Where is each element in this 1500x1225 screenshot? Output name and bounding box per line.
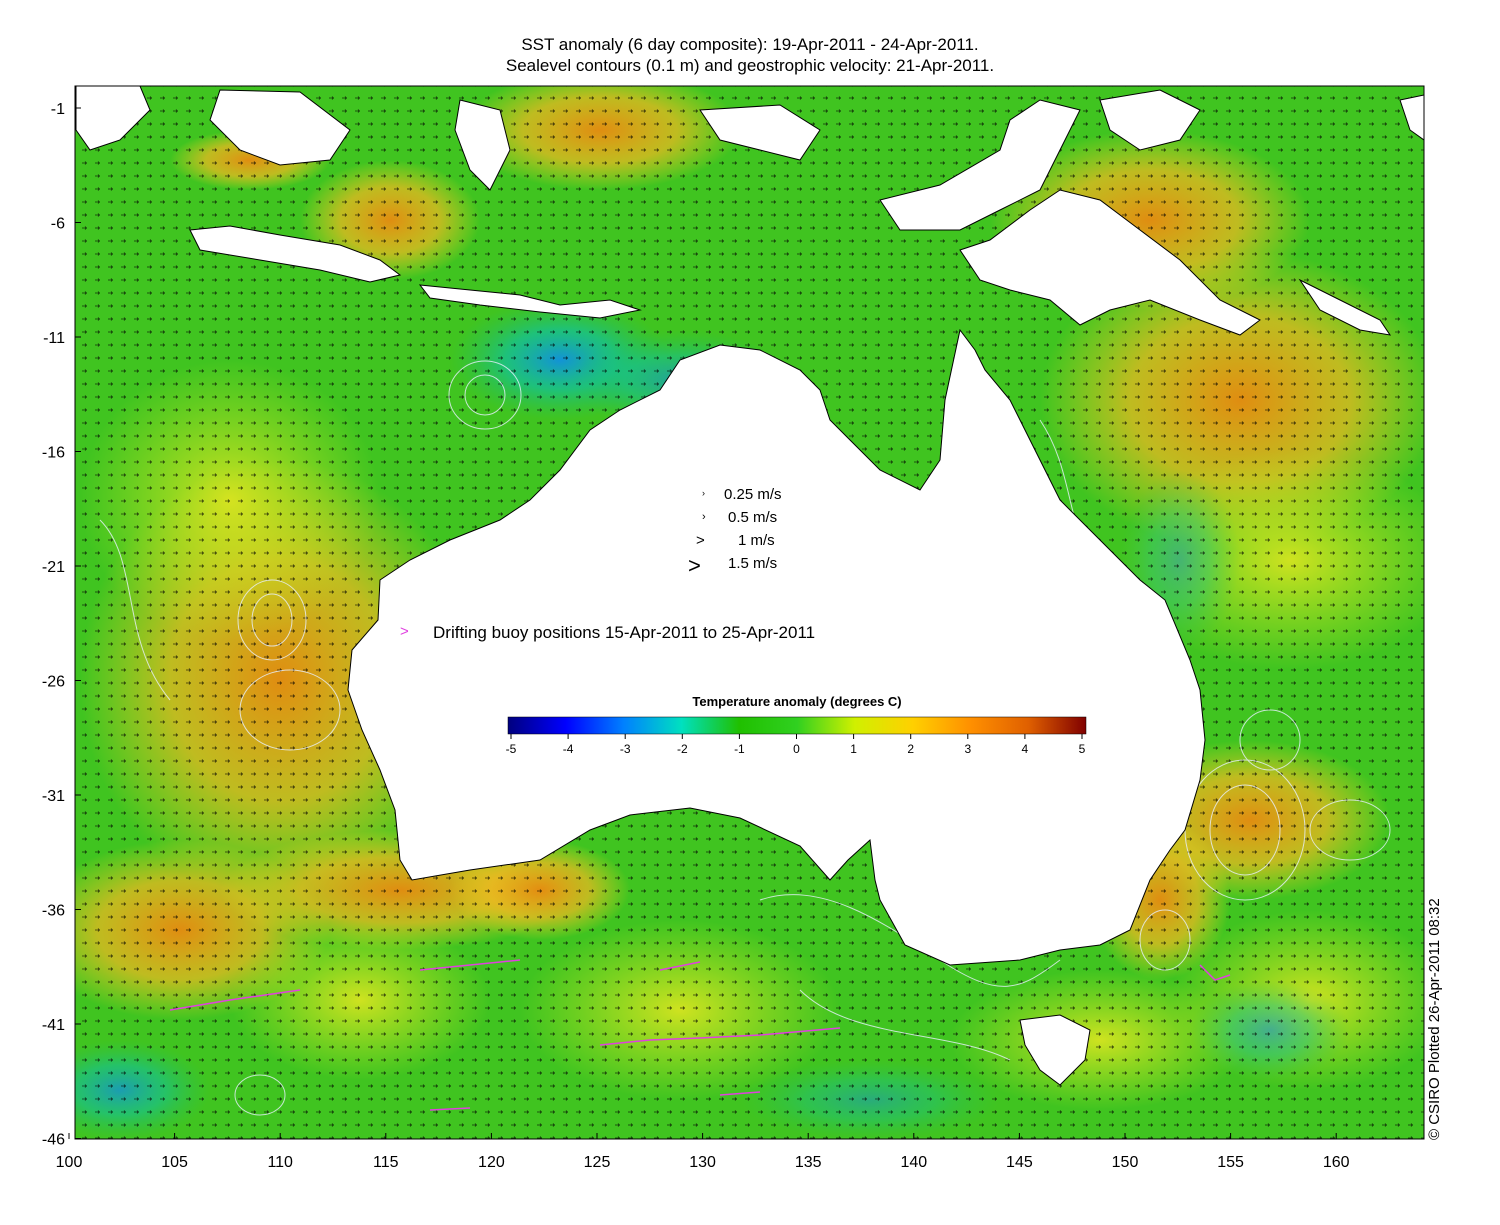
colorbar-tick-label: -5	[506, 742, 517, 756]
y-tick-label: -6	[51, 216, 65, 233]
y-tick-label: -46	[42, 1132, 65, 1149]
y-tick-label: -26	[42, 674, 65, 691]
x-axis: 100 105 110 115 120 125 130 135 140 145 150 155 160	[56, 1133, 1350, 1171]
x-tick-label: 150	[1112, 1154, 1139, 1171]
y-tick-label: -11	[43, 330, 65, 347]
y-tick-label: -36	[42, 903, 65, 920]
y-tick-label: -31	[42, 788, 65, 805]
colorbar-tick-label: -3	[620, 742, 631, 756]
sealevel-contours	[99, 360, 1391, 1116]
velocity-legend-label-2: 0.5 m/s	[728, 509, 778, 526]
tasmania-land	[1019, 1014, 1091, 1086]
title-line-2: Sealevel contours (0.1 m) and geostrophi…	[505, 56, 995, 75]
colorbar-tick-label: -4	[563, 742, 574, 756]
title-line-1: SST anomaly (6 day composite): 19-Apr-20…	[521, 35, 979, 54]
velocity-legend-label-4: 1.5 m/s	[728, 555, 778, 572]
colorbar-tick-label: 4	[1022, 742, 1029, 756]
y-tick-label: -41	[42, 1017, 65, 1034]
x-tick-label: 120	[478, 1154, 505, 1171]
velocity-legend-symbol-4: >	[688, 553, 701, 578]
x-tick-label: 130	[689, 1154, 716, 1171]
x-tick-label: 105	[161, 1154, 188, 1171]
x-tick-label: 125	[584, 1154, 611, 1171]
new-guinea-land	[959, 189, 1261, 336]
x-tick-label: 135	[795, 1154, 822, 1171]
landmasses	[75, 86, 1424, 1086]
colorbar	[507, 716, 1087, 735]
buoy-legend-label: Drifting buoy positions 15-Apr-2011 to 2…	[433, 623, 816, 642]
plot-frame	[74, 85, 1425, 1140]
x-tick-label: 160	[1323, 1154, 1350, 1171]
colorbar-ticks: -5 -4 -3 -2 -1 0 1 2 3 4 5	[506, 734, 1086, 756]
colorbar-tick-label: 1	[850, 742, 857, 756]
colorbar-title: Temperature anomaly (degrees C)	[692, 694, 902, 709]
buoy-tracks	[169, 959, 1231, 1111]
y-tick-label: -21	[42, 559, 65, 576]
buoy-legend-symbol: >	[400, 623, 409, 640]
java-land	[189, 225, 402, 283]
x-tick-label: 145	[1006, 1154, 1033, 1171]
velocity-legend-symbol-1: ›	[702, 488, 705, 498]
x-tick-label: 115	[373, 1154, 399, 1171]
plot-area	[75, 86, 1424, 1139]
velocity-legend-symbol-3: >	[696, 532, 705, 549]
x-tick-label: 110	[267, 1154, 293, 1171]
colorbar-tick-label: 0	[793, 742, 800, 756]
colorbar-tick-label: 2	[907, 742, 914, 756]
x-tick-label: 100	[56, 1154, 83, 1171]
y-tick-label: -1	[51, 101, 65, 118]
x-tick-label: 140	[900, 1154, 927, 1171]
colorbar-tick-label: -2	[677, 742, 688, 756]
colorbar-tick-label: -1	[734, 742, 745, 756]
x-tick-label: 155	[1217, 1154, 1244, 1171]
australia-land	[347, 328, 1206, 966]
colorbar-tick-label: 3	[964, 742, 971, 756]
colorbar-tick-label: 5	[1079, 742, 1086, 756]
y-axis: -1 -6 -11 -16 -21 -26 -31 -36 -41 -46	[42, 101, 81, 1149]
credit-text: © CSIRO Plotted 26-Apr-2011 08:32	[1426, 898, 1443, 1140]
velocity-legend-label-3: 1 m/s	[738, 532, 775, 549]
y-tick-label: -16	[42, 445, 65, 462]
velocity-legend-label-1: 0.25 m/s	[724, 486, 782, 503]
velocity-legend-symbol-2: ›	[702, 511, 706, 523]
